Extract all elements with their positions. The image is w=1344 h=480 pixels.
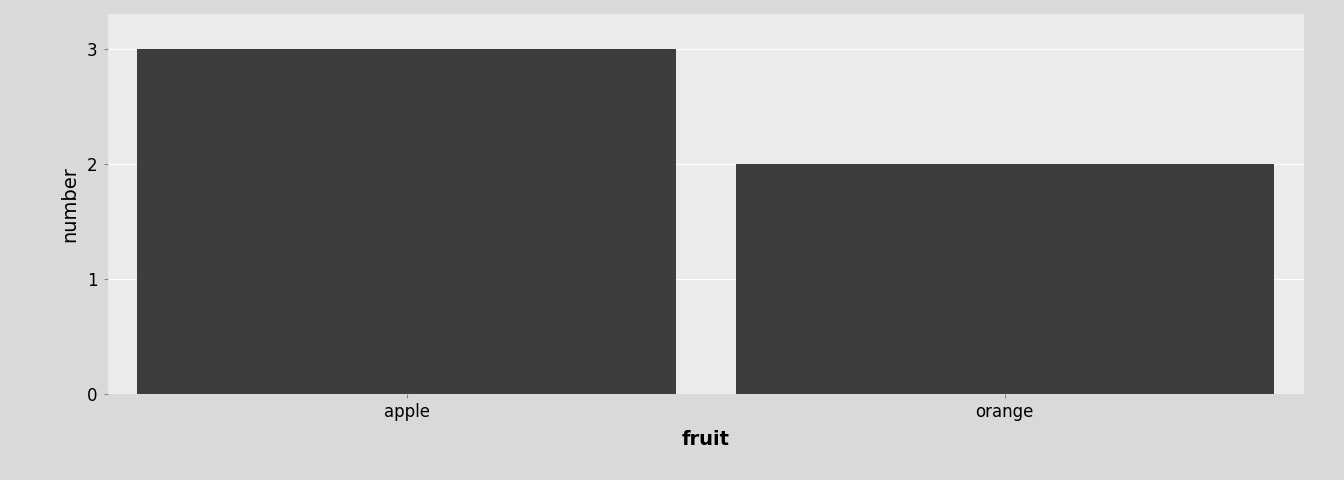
Y-axis label: number: number — [60, 166, 79, 242]
Bar — [735, 164, 1274, 394]
Bar — [137, 49, 676, 394]
X-axis label: fruit: fruit — [681, 430, 730, 449]
